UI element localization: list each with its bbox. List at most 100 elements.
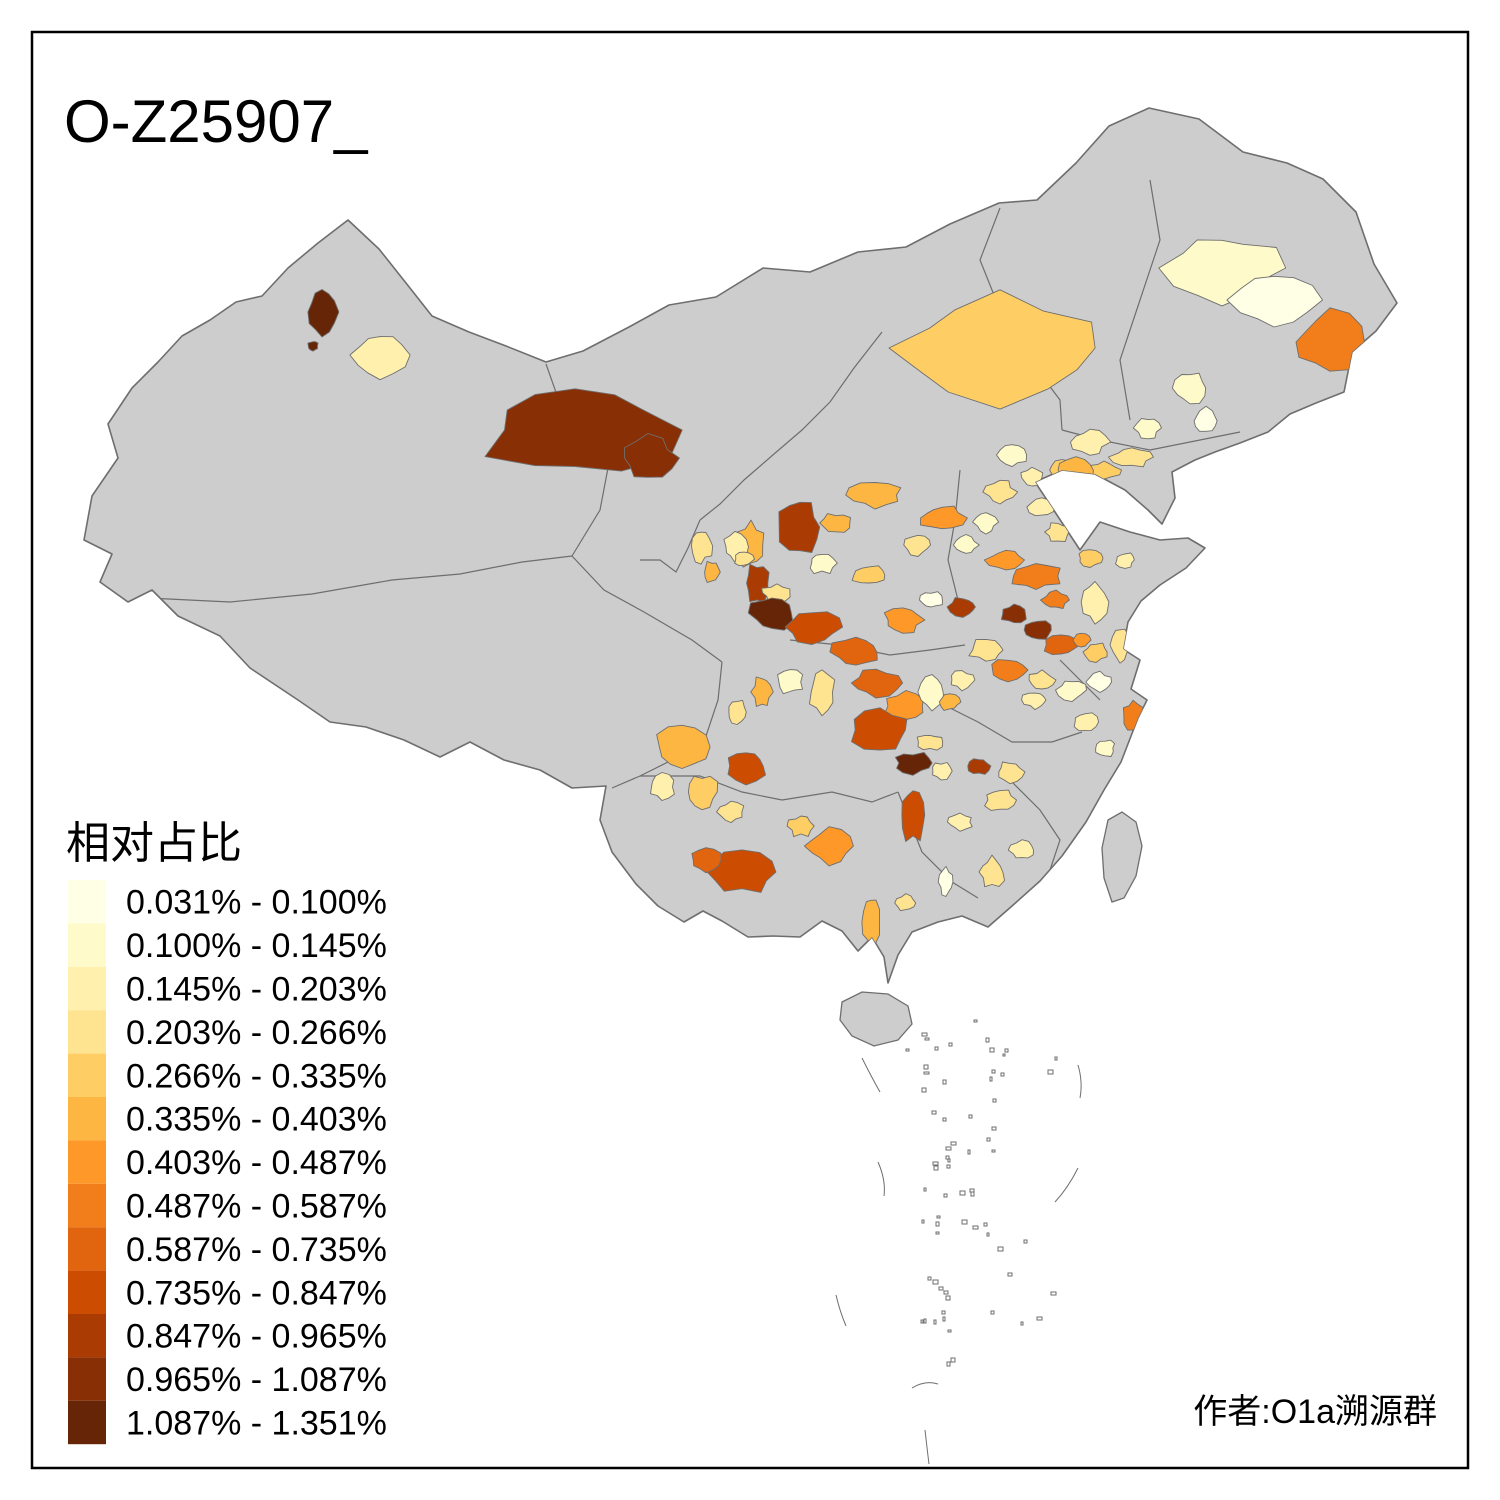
legend-row: 0.487% - 0.587% bbox=[68, 1183, 387, 1228]
legend-row: 0.203% - 0.266% bbox=[68, 1010, 387, 1054]
legend-label: 0.031% - 0.100% bbox=[126, 884, 387, 922]
legend-swatch bbox=[68, 1010, 106, 1054]
map-region bbox=[1109, 628, 1130, 664]
map-region bbox=[777, 669, 804, 695]
map-region bbox=[650, 772, 675, 801]
legend-label: 0.735% - 0.847% bbox=[126, 1274, 387, 1312]
legend-swatch bbox=[68, 923, 106, 967]
legend-row: 0.403% - 0.487% bbox=[68, 1140, 387, 1184]
map-region bbox=[1055, 680, 1087, 703]
map-region bbox=[704, 560, 721, 583]
map-region bbox=[761, 583, 791, 603]
map-region bbox=[1073, 712, 1100, 732]
map-region bbox=[901, 790, 926, 842]
map-region bbox=[829, 636, 878, 666]
legend-label: 0.965% - 1.087% bbox=[126, 1361, 387, 1399]
map-region bbox=[967, 758, 992, 775]
sea-islands bbox=[835, 1019, 1082, 1465]
map-region bbox=[1085, 670, 1112, 693]
map-region bbox=[1082, 642, 1108, 663]
map-region bbox=[952, 534, 980, 554]
map-region bbox=[307, 289, 340, 338]
map-region bbox=[1040, 589, 1070, 609]
map-region bbox=[803, 826, 854, 867]
legend-row: 0.965% - 1.087% bbox=[68, 1357, 387, 1401]
map-region bbox=[809, 669, 836, 717]
legend-swatch bbox=[68, 1314, 106, 1358]
map-region bbox=[809, 553, 838, 575]
map-region bbox=[1070, 428, 1112, 456]
map-region bbox=[716, 800, 745, 824]
legend-row: 0.145% - 0.203% bbox=[68, 966, 387, 1011]
map-region bbox=[1095, 739, 1116, 757]
map-region bbox=[1028, 669, 1057, 690]
legend-label: 0.487% - 0.587% bbox=[126, 1188, 387, 1226]
map-region bbox=[983, 549, 1025, 571]
legend-label: 0.847% - 0.965% bbox=[126, 1318, 387, 1356]
map-region bbox=[883, 607, 926, 634]
map-region bbox=[916, 734, 944, 751]
map-region bbox=[903, 534, 931, 557]
legend-swatch bbox=[68, 1400, 106, 1445]
map-region bbox=[947, 812, 973, 832]
map-region bbox=[919, 591, 943, 608]
panel-frame bbox=[30, 30, 1470, 1470]
legend-label: 0.335% - 0.403% bbox=[126, 1101, 387, 1139]
legend-label: 0.403% - 0.487% bbox=[126, 1144, 387, 1182]
legend-swatch bbox=[68, 1097, 106, 1141]
legend-swatch bbox=[68, 966, 106, 1011]
map-region bbox=[778, 501, 821, 553]
map-region bbox=[1132, 418, 1162, 440]
legend-label: 0.587% - 0.735% bbox=[126, 1231, 387, 1269]
map-region bbox=[623, 433, 680, 478]
map-region bbox=[937, 865, 954, 897]
legend-swatch bbox=[68, 880, 106, 924]
legend-row: 0.587% - 0.735% bbox=[68, 1227, 387, 1271]
map-region bbox=[946, 597, 976, 618]
map-region bbox=[972, 512, 1000, 535]
map-region bbox=[1226, 275, 1323, 328]
map-region bbox=[917, 674, 945, 712]
legend-swatch bbox=[68, 1183, 106, 1228]
map-region bbox=[1043, 634, 1081, 655]
legend-label: 0.100% - 0.145% bbox=[126, 927, 387, 965]
map-region bbox=[950, 670, 976, 692]
legend-swatch bbox=[68, 1227, 106, 1271]
map-region bbox=[932, 762, 953, 781]
map-regions bbox=[307, 239, 1365, 944]
legend-label: 0.266% - 0.335% bbox=[126, 1057, 387, 1095]
map-region bbox=[861, 899, 881, 944]
map-region bbox=[786, 815, 815, 838]
china-map bbox=[83, 107, 1398, 1465]
map-region bbox=[728, 699, 747, 725]
map-region bbox=[845, 482, 902, 510]
map-region bbox=[1078, 549, 1104, 568]
legend-row: 0.847% - 0.965% bbox=[68, 1314, 387, 1358]
map-region bbox=[851, 565, 886, 584]
map-region bbox=[1115, 552, 1135, 569]
legend-swatch bbox=[68, 1140, 106, 1184]
map-region bbox=[968, 638, 1004, 662]
map-region bbox=[984, 789, 1017, 811]
map-region bbox=[982, 479, 1019, 505]
map-region bbox=[746, 563, 770, 603]
taiwan-island bbox=[1101, 811, 1143, 903]
legend-rows: 0.031% - 0.100% 0.100% - 0.145% 0.145% - 0… bbox=[68, 880, 387, 1445]
map-region bbox=[894, 751, 933, 776]
map-region bbox=[750, 676, 774, 707]
map-region bbox=[978, 854, 1006, 888]
legend-row: 0.266% - 0.335% bbox=[68, 1053, 387, 1097]
map-region bbox=[1044, 522, 1070, 542]
legend-label: 0.203% - 0.266% bbox=[126, 1014, 387, 1052]
map-region bbox=[938, 693, 962, 711]
map-region bbox=[656, 724, 711, 769]
legend-row: 1.087% - 1.351% bbox=[68, 1400, 387, 1445]
map-region bbox=[747, 597, 794, 631]
map-region bbox=[991, 659, 1029, 683]
map-region bbox=[1021, 692, 1047, 711]
map-region bbox=[850, 668, 904, 699]
hainan-island bbox=[839, 991, 913, 1047]
legend-row: 0.335% - 0.403% bbox=[68, 1097, 387, 1141]
map-region bbox=[1000, 603, 1027, 624]
